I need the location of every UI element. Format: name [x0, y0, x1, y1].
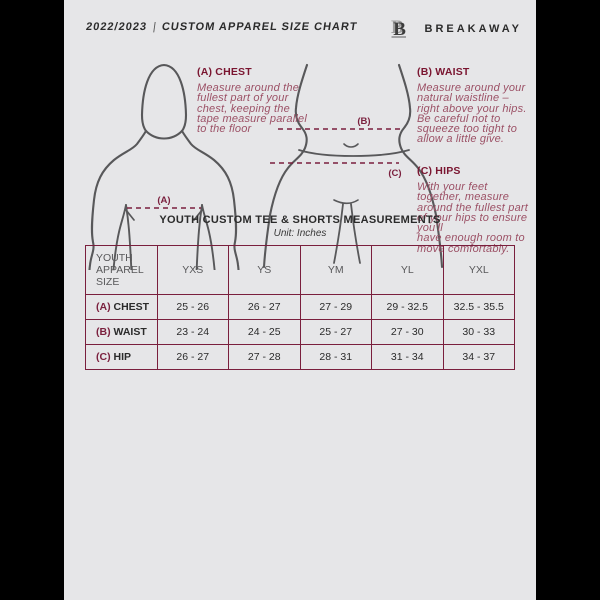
svg-text:(C): (C) — [388, 168, 401, 179]
svg-text:(A): (A) — [157, 195, 170, 206]
svg-text:(B): (B) — [357, 116, 370, 127]
